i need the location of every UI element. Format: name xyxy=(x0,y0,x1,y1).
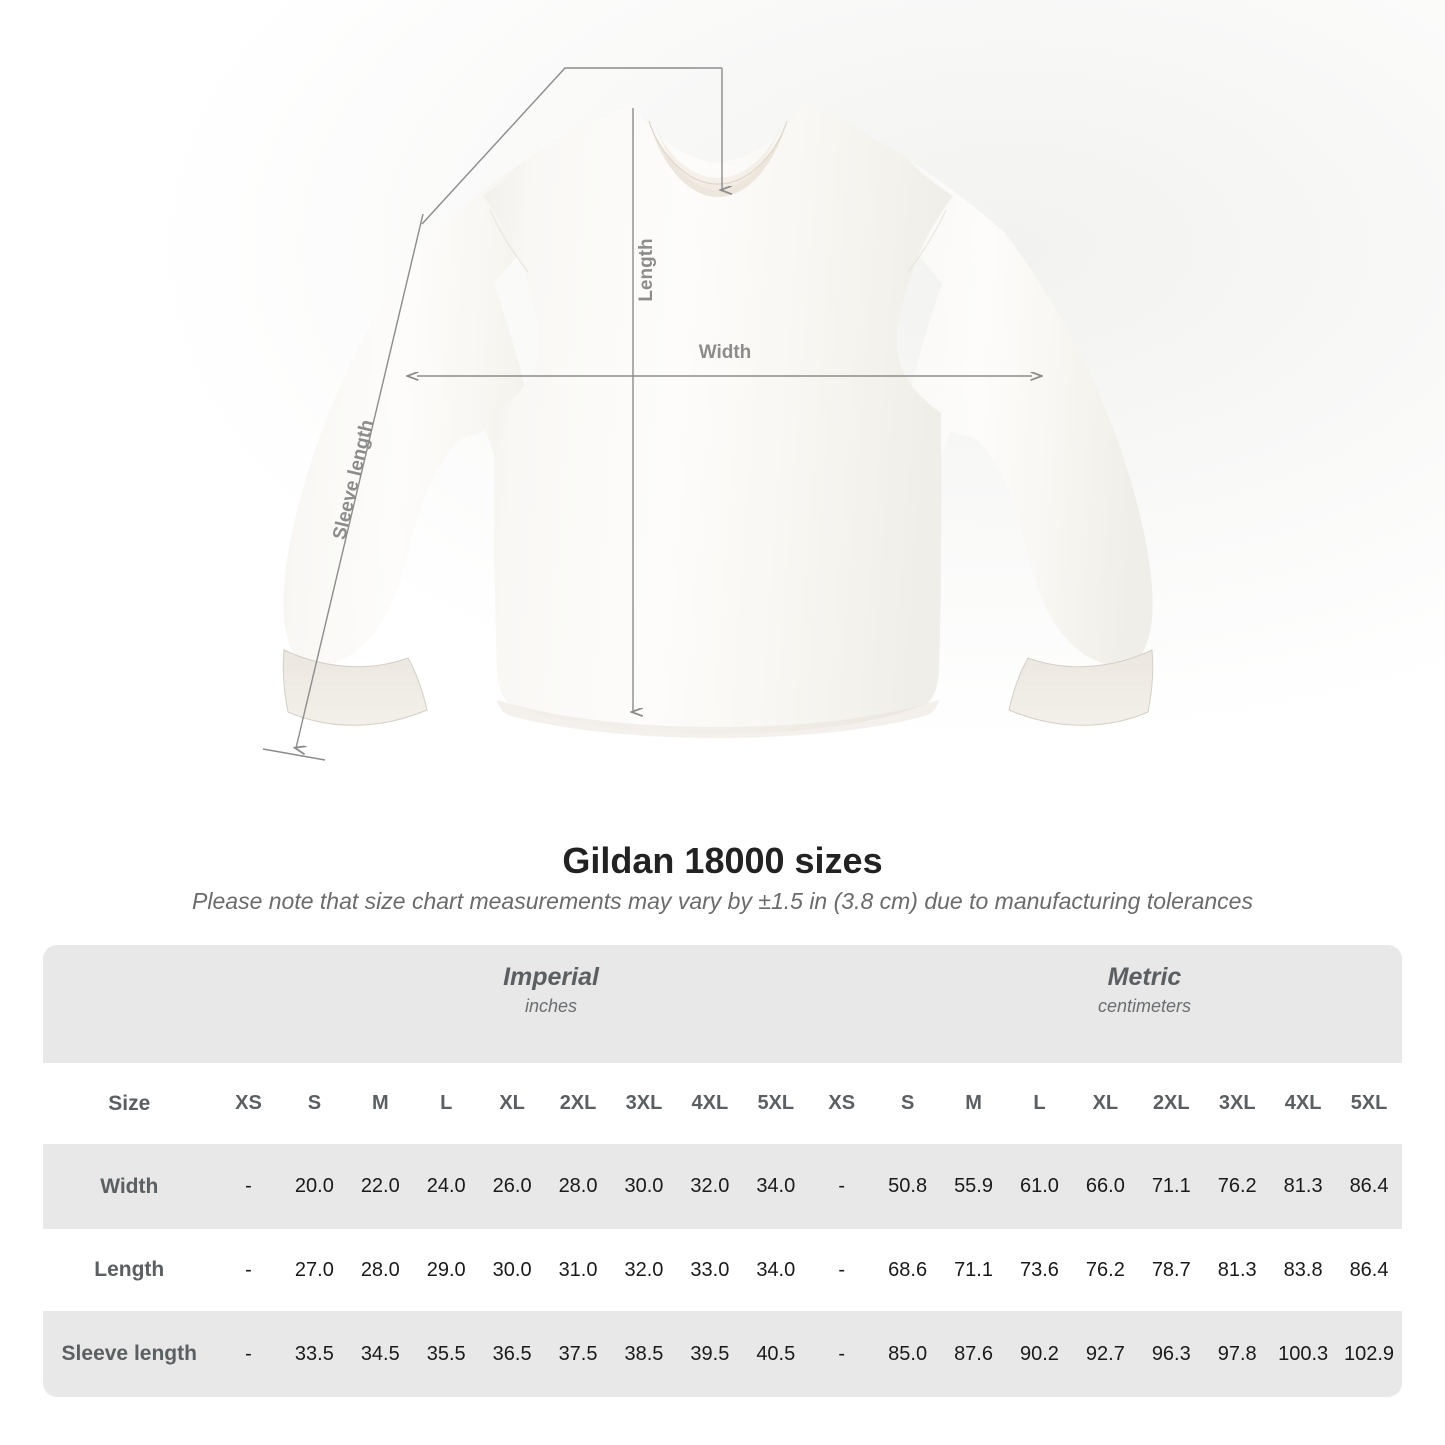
svg-text:Width: Width xyxy=(699,342,752,363)
svg-text:Length: Length xyxy=(636,238,657,301)
